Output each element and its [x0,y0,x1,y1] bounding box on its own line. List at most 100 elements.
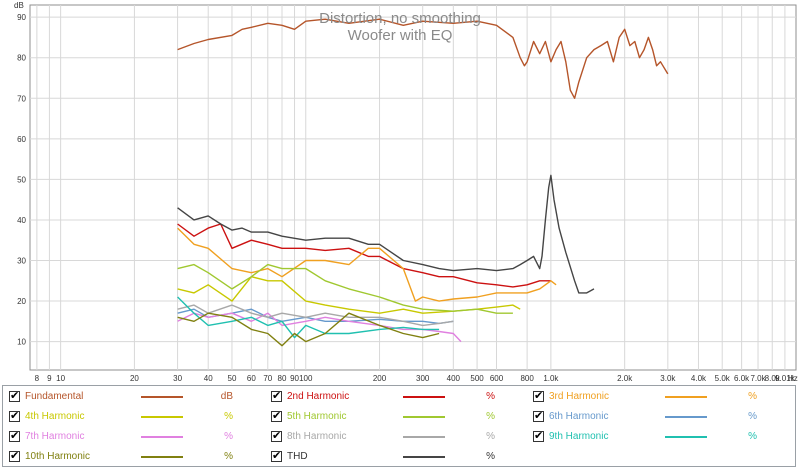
legend-swatch [141,456,183,458]
series-line-5th-harmonic [177,263,513,314]
legend-unit: % [224,411,233,422]
legend-label: 3rd Harmonic [549,391,610,402]
legend-checkbox-8th-harmonic[interactable] [271,428,282,444]
legend-item-10th-harmonic: 10th Harmonic% [9,448,249,466]
x-tick-label: 100 [299,374,313,383]
x-tick-label: 500 [470,374,484,383]
legend-label: THD [287,451,308,462]
legend-checkbox-7th-harmonic[interactable] [9,428,20,444]
x-tick-label: 5.0k [715,374,731,383]
legend-item-6th-harmonic: 6th Harmonic% [533,408,773,426]
plot-area [29,4,797,371]
chart-title: Distortion, no smoothing [319,10,481,27]
legend-unit: % [486,451,495,462]
x-tick-label: 80 [278,374,287,383]
legend-swatch [665,416,707,418]
legend-item-2nd-harmonic: 2nd Harmonic% [271,388,511,406]
x-tick-label: 800 [520,374,534,383]
legend-label: 6th Harmonic [549,411,609,422]
legend-label: Fundamental [25,391,84,402]
legend: FundamentaldB2nd Harmonic%3rd Harmonic%4… [2,385,796,467]
x-tick-label: 9.01k [775,374,796,383]
legend-checkbox-fundamental[interactable] [9,388,20,404]
legend-checkbox-2nd-harmonic[interactable] [271,388,282,404]
x-tick-label: 90 [290,374,299,383]
legend-checkbox-thd[interactable] [271,448,282,464]
legend-checkbox-4th-harmonic[interactable] [9,408,20,424]
legend-swatch [403,456,445,458]
legend-swatch [665,396,707,398]
x-tick-label: 2.0k [617,374,633,383]
series-line-10th-harmonic [177,312,440,347]
series-line-2nd-harmonic [177,223,551,288]
x-tick-label: 60 [247,374,256,383]
legend-checkbox-6th-harmonic[interactable] [533,408,544,424]
series-line-fundamental [177,18,669,99]
y-tick-label: 50 [17,175,26,184]
legend-swatch [665,436,707,438]
legend-unit: % [224,431,233,442]
legend-label: 2nd Harmonic [287,391,350,402]
legend-swatch [141,396,183,398]
legend-unit: % [224,451,233,462]
legend-item-thd: THD% [271,448,511,466]
y-axis-label: dB [14,1,24,10]
legend-label: 4th Harmonic [25,411,85,422]
legend-unit: % [748,431,757,442]
x-tick-label: 600 [490,374,504,383]
series-line-8th-harmonic [177,304,454,327]
x-tick-label: 70 [263,374,272,383]
legend-item-4th-harmonic: 4th Harmonic% [9,408,249,426]
x-tick-label: 30 [173,374,182,383]
legend-checkbox-10th-harmonic[interactable] [9,448,20,464]
x-tick-label: 40 [204,374,213,383]
series-line-3rd-harmonic [177,227,557,302]
x-tick-label: 4.0k [691,374,707,383]
legend-checkbox-5th-harmonic[interactable] [271,408,282,424]
x-tick-label: 6.0k [734,374,750,383]
x-tick-label: 200 [373,374,387,383]
y-tick-label: 60 [17,135,26,144]
legend-item-9th-harmonic: 9th Harmonic% [533,428,773,446]
x-tick-label: 8.0k [765,374,781,383]
legend-unit: % [748,391,757,402]
legend-item-3rd-harmonic: 3rd Harmonic% [533,388,773,406]
legend-label: 8th Harmonic [287,431,347,442]
legend-swatch [403,436,445,438]
x-tick-label: 10 [56,374,65,383]
y-tick-label: 80 [17,54,26,63]
x-tick-label: 9 [47,374,52,383]
legend-checkbox-9th-harmonic[interactable] [533,428,544,444]
y-tick-label: 30 [17,257,26,266]
legend-label: 5th Harmonic [287,411,347,422]
x-tick-label: 300 [416,374,430,383]
legend-unit: % [486,431,495,442]
x-tick-label: 1.0k [543,374,559,383]
series-line-4th-harmonic [177,276,521,314]
x-tick-label: 400 [447,374,461,383]
x-tick-label: 3.0k [660,374,676,383]
x-tick-label: 20 [130,374,139,383]
legend-swatch [141,416,183,418]
legend-item-fundamental: Fundamental dB [9,388,249,406]
y-tick-label: 10 [17,338,26,347]
series-group [177,18,669,347]
legend-swatch [403,396,445,398]
x-tick-label: 50 [228,374,237,383]
legend-item-8th-harmonic: 8th Harmonic% [271,428,511,446]
legend-label: 10th Harmonic [25,451,91,462]
legend-label: 7th Harmonic [25,431,85,442]
x-axis-label: Hz [788,374,798,383]
legend-swatch [141,436,183,438]
x-tick-label: 7.0k [750,374,766,383]
y-tick-label: 20 [17,297,26,306]
y-tick-label: 40 [17,216,26,225]
legend-label: 9th Harmonic [549,431,609,442]
legend-checkbox-3rd-harmonic[interactable] [533,388,544,404]
legend-unit: dB [220,391,233,402]
legend-item-7th-harmonic: 7th Harmonic% [9,428,249,446]
legend-swatch [403,416,445,418]
chart-subtitle: Woofer with EQ [348,27,453,44]
